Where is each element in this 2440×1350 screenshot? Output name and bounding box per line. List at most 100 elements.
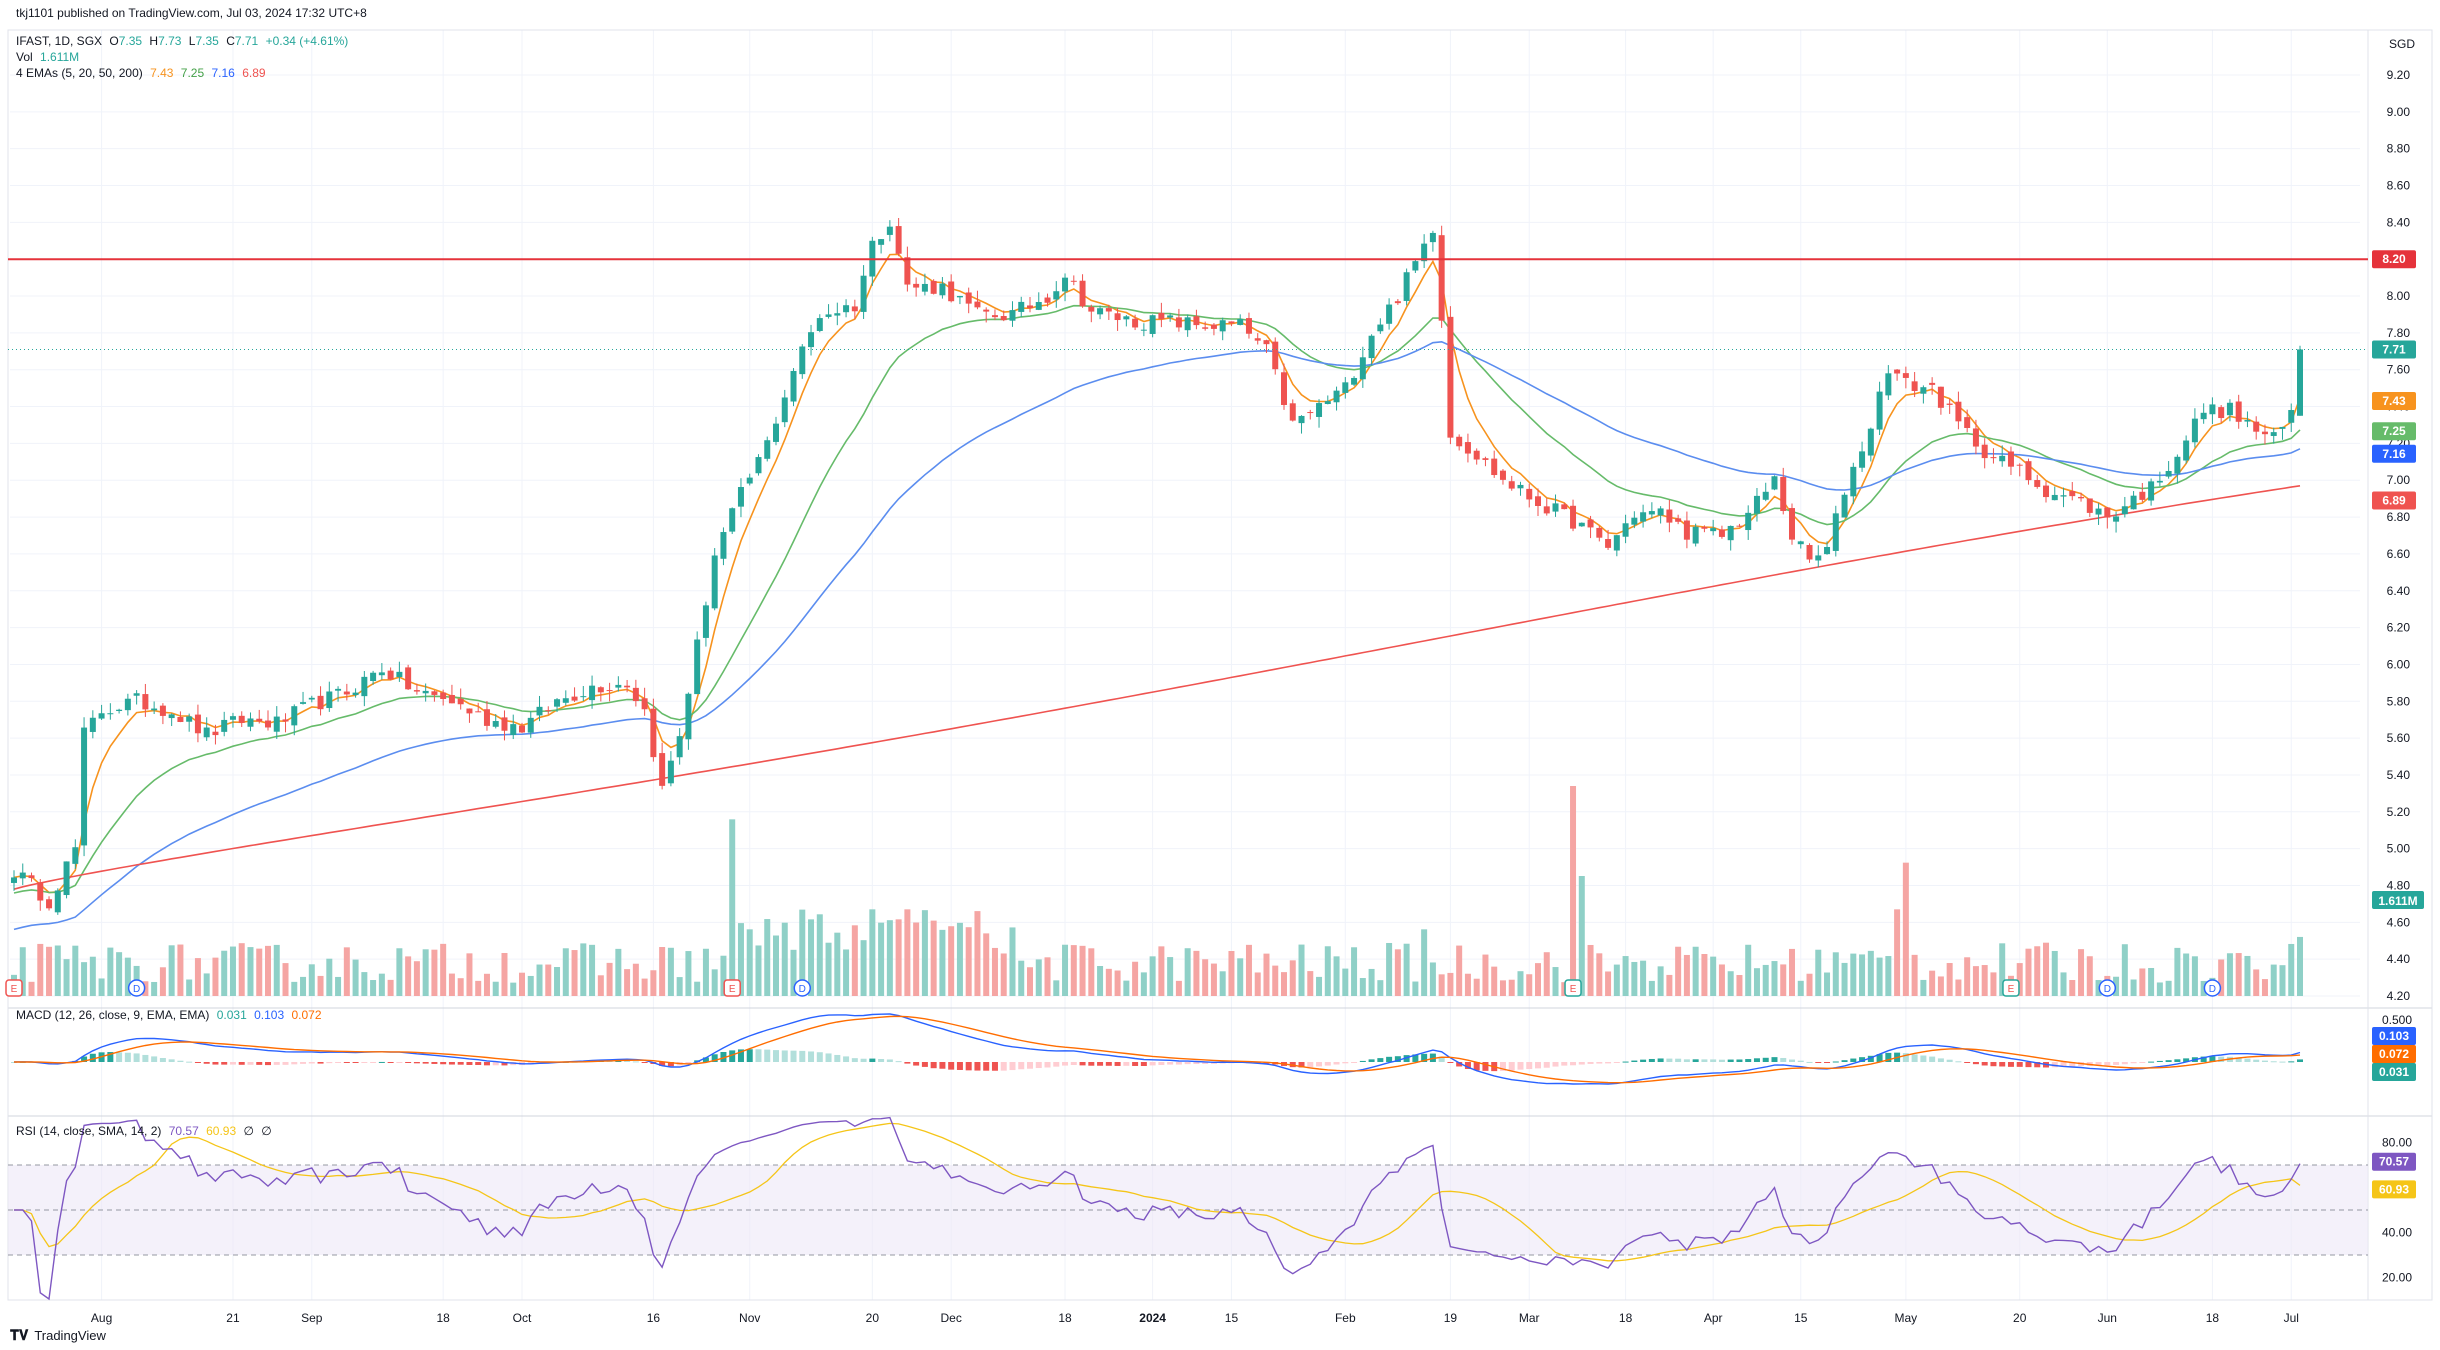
volume-bar: [799, 909, 806, 996]
price-axis[interactable]: 9.209.008.808.608.408.208.007.807.607.40…: [2382, 37, 2415, 1285]
macd-histogram-bar: [1727, 1059, 1734, 1062]
candle-body: [589, 685, 596, 701]
candle-body: [1657, 508, 1664, 516]
macd-histogram-bar: [1421, 1053, 1428, 1062]
footer-brand[interactable]: 𝐓𝐕 TradingView: [10, 1327, 106, 1344]
macd-pane[interactable]: [11, 1013, 2303, 1085]
macd-histogram-bar: [702, 1057, 709, 1062]
candle-body: [2183, 440, 2190, 461]
macd-histogram-bar: [1648, 1058, 1655, 1062]
volume-bar: [606, 962, 613, 996]
macd-histogram-bar: [1368, 1059, 1375, 1062]
macd-legend[interactable]: MACD (12, 26, close, 9, EMA, EMA) 0.031 …: [16, 1008, 326, 1022]
macd-histogram-bar: [1692, 1059, 1699, 1062]
low-label: L: [188, 34, 196, 48]
candle-body: [291, 706, 298, 726]
rsi-pane[interactable]: [8, 1116, 2368, 1301]
time-tick-label: 16: [647, 1311, 661, 1325]
macd-histogram-bar: [475, 1062, 482, 1065]
vol-label: Vol: [16, 50, 33, 64]
price-tick-label: 6.60: [2387, 547, 2411, 561]
macd-histogram-bar: [1911, 1054, 1918, 1062]
volume-bar: [1946, 963, 1953, 996]
volume-bar: [904, 909, 911, 996]
macd-histogram-bar: [1999, 1062, 2006, 1067]
candle-body: [1368, 335, 1375, 359]
volume-bar: [2148, 967, 2155, 996]
resistance-line[interactable]: [8, 258, 2368, 350]
volume-bar: [361, 972, 368, 996]
candle-body: [273, 716, 280, 732]
volume-bar: [860, 940, 867, 996]
volume-bar: [1543, 952, 1550, 996]
macd-histogram-bar: [1097, 1062, 1104, 1066]
volume-bar: [1333, 956, 1340, 996]
price-tick-label: 9.20: [2387, 68, 2411, 82]
volume-legend[interactable]: Vol 1.611M: [16, 50, 83, 64]
macd-histogram-bar: [483, 1062, 490, 1066]
candle-body: [1535, 496, 1541, 506]
candle-body: [1867, 428, 1874, 456]
volume-bar: [387, 979, 394, 996]
macd-histogram-bar: [1605, 1062, 1612, 1064]
macd-histogram-bar: [457, 1062, 464, 1065]
price-tag-text: 6.89: [2382, 494, 2406, 508]
macd-histogram-bar: [2235, 1057, 2242, 1062]
candle-body: [238, 715, 245, 723]
candle-body: [510, 724, 517, 736]
event-marker: [2203, 979, 2222, 997]
candle-body: [1062, 277, 1069, 292]
candle-body: [606, 690, 613, 692]
event-label: D: [2104, 984, 2111, 995]
macd-histogram-bar: [151, 1056, 158, 1062]
volume-bar: [632, 963, 639, 996]
macd-histogram-bar: [1386, 1056, 1393, 1062]
symbol-legend[interactable]: IFAST, 1D, SGX O7.35 H7.73 L7.35 C7.71 +…: [16, 34, 352, 48]
macd-histogram-bar: [317, 1062, 324, 1064]
candle-body: [1324, 401, 1331, 405]
volume-bar: [422, 949, 429, 996]
volume-bar: [510, 982, 517, 996]
macd-histogram-bar: [1666, 1058, 1673, 1062]
macd-histogram-bar: [212, 1062, 219, 1065]
volume-bar: [1736, 975, 1743, 996]
volume-bar: [1815, 949, 1822, 996]
volume-bar: [2086, 956, 2093, 996]
rsi-value: 70.57: [168, 1124, 199, 1138]
candle-body: [2086, 498, 2093, 513]
volume-bar: [1429, 962, 1436, 996]
candle-body: [308, 697, 315, 700]
ema-legend[interactable]: 4 EMAs (5, 20, 50, 200) 7.43 7.25 7.16 6…: [16, 66, 270, 80]
macd-histogram-bar: [2025, 1062, 2032, 1068]
volume-bar: [851, 925, 858, 996]
volume-bar: [624, 969, 631, 996]
ema200-value: 6.89: [242, 66, 266, 80]
volume-bar: [1210, 963, 1217, 996]
volume-bar: [2130, 979, 2137, 996]
candle-body: [1710, 528, 1717, 532]
time-tick-label: 21: [226, 1311, 240, 1325]
volume-bar: [1412, 981, 1419, 996]
rsi-legend[interactable]: RSI (14, close, SMA, 14, 2) 70.57 60.93 …: [16, 1124, 276, 1138]
price-tick-label: 8.60: [2387, 179, 2411, 193]
candle-body: [1517, 484, 1524, 489]
macd-histogram-bar: [1175, 1062, 1182, 1065]
macd-tag: [2372, 1027, 2416, 1045]
volume-bar: [378, 973, 385, 996]
time-axis[interactable]: Aug 21 Sep 18 Oct 16 Nov 20 Dec 18 2024 15 Feb 19 Mar 1…: [91, 1311, 2299, 1325]
candle-body: [194, 714, 201, 734]
macd-histogram-bar: [1508, 1062, 1515, 1071]
macd-histogram-bar: [2139, 1062, 2146, 1063]
candle-body: [2043, 485, 2049, 498]
candle-body: [2121, 506, 2128, 515]
macd-histogram-bar: [641, 1062, 648, 1063]
brand-text: TradingView: [34, 1328, 106, 1343]
macd-histogram-bar: [168, 1059, 175, 1062]
macd-signal-value: 0.072: [291, 1008, 322, 1022]
volume-bar: [124, 957, 131, 996]
candle-body: [1491, 458, 1498, 476]
volume-bar: [431, 949, 438, 996]
volume-bar: [466, 953, 473, 996]
